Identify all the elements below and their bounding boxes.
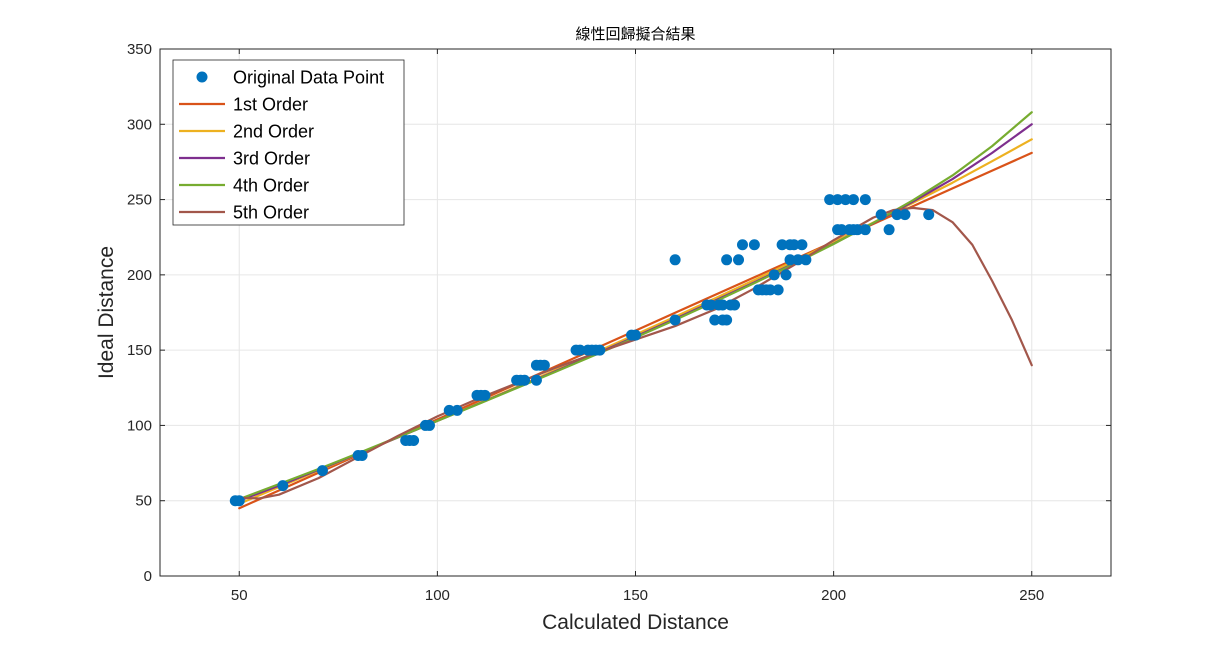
y-tick-label: 200 — [127, 267, 152, 284]
data-point — [923, 209, 935, 221]
data-point — [669, 314, 681, 326]
data-point — [847, 194, 859, 206]
y-tick-label: 150 — [127, 342, 152, 359]
data-point — [574, 344, 586, 356]
data-point — [875, 209, 887, 221]
data-point — [709, 314, 721, 326]
y-tick-label: 100 — [127, 417, 152, 434]
data-point — [768, 269, 780, 281]
data-point — [530, 374, 542, 386]
data-point — [859, 194, 871, 206]
x-axis-label: Calculated Distance — [542, 611, 729, 634]
legend-box — [172, 59, 405, 226]
data-point — [792, 254, 804, 266]
data-point — [772, 284, 784, 296]
data-point — [729, 299, 741, 311]
y-axis-label: Ideal Distance — [95, 246, 118, 379]
data-point — [408, 434, 420, 446]
data-point — [443, 404, 455, 416]
legend: Original Data Point 1st Order 2nd Order 3rd… — [172, 59, 405, 226]
data-point — [721, 254, 733, 266]
data-point — [356, 450, 368, 462]
legend-label: 2nd Order — [233, 122, 314, 142]
data-point — [717, 299, 729, 311]
legend-label: 4th Order — [233, 176, 309, 196]
y-tick-label: 250 — [127, 192, 152, 209]
data-point — [851, 224, 863, 236]
data-point — [859, 224, 871, 236]
data-point — [780, 269, 792, 281]
data-point — [764, 284, 776, 296]
data-point — [899, 209, 911, 221]
data-point — [519, 374, 531, 386]
x-tick-label: 150 — [623, 587, 648, 604]
data-point — [451, 404, 463, 416]
data-point — [538, 359, 550, 371]
data-point — [316, 465, 328, 477]
y-tick-label: 350 — [127, 41, 152, 58]
y-tick-label: 300 — [127, 116, 152, 133]
data-point — [736, 239, 748, 251]
data-point — [733, 254, 745, 266]
data-point — [277, 480, 289, 492]
data-points — [229, 194, 935, 507]
data-point — [891, 209, 903, 221]
data-point — [705, 299, 717, 311]
data-point — [594, 344, 606, 356]
data-point — [840, 194, 852, 206]
x-tick-label: 250 — [1019, 587, 1044, 604]
data-point — [233, 495, 245, 507]
data-point — [824, 194, 836, 206]
legend-marker-data-point — [196, 71, 208, 83]
data-point — [776, 239, 788, 251]
x-tick-label: 200 — [821, 587, 846, 604]
data-point — [832, 194, 844, 206]
x-tick-label: 50 — [231, 587, 248, 604]
data-point — [630, 329, 641, 341]
y-tick-label: 50 — [135, 493, 152, 510]
legend-label: Original Data Point — [233, 68, 384, 88]
data-point — [836, 224, 848, 236]
data-point — [721, 314, 733, 326]
data-point — [883, 224, 895, 236]
legend-label: 5th Order — [233, 203, 309, 223]
data-point — [423, 419, 435, 431]
data-point — [796, 239, 808, 251]
ticks: 50 100 150 200 250 0 50 100 150 200 250 300 350 — [127, 41, 1111, 604]
data-point — [788, 239, 800, 251]
y-tick-label: 0 — [144, 568, 152, 585]
chart-title: 線性回歸擬合結果 — [575, 25, 695, 43]
data-point — [784, 254, 796, 266]
data-point — [748, 239, 760, 251]
data-point — [669, 254, 681, 266]
legend-label: 1st Order — [233, 95, 308, 115]
data-point — [800, 254, 812, 266]
legend-entries: Original Data Point 1st Order 2nd Order 3rd… — [179, 68, 384, 223]
data-point — [479, 389, 491, 401]
legend-label: 3rd Order — [233, 149, 310, 169]
x-tick-label: 100 — [425, 587, 450, 604]
